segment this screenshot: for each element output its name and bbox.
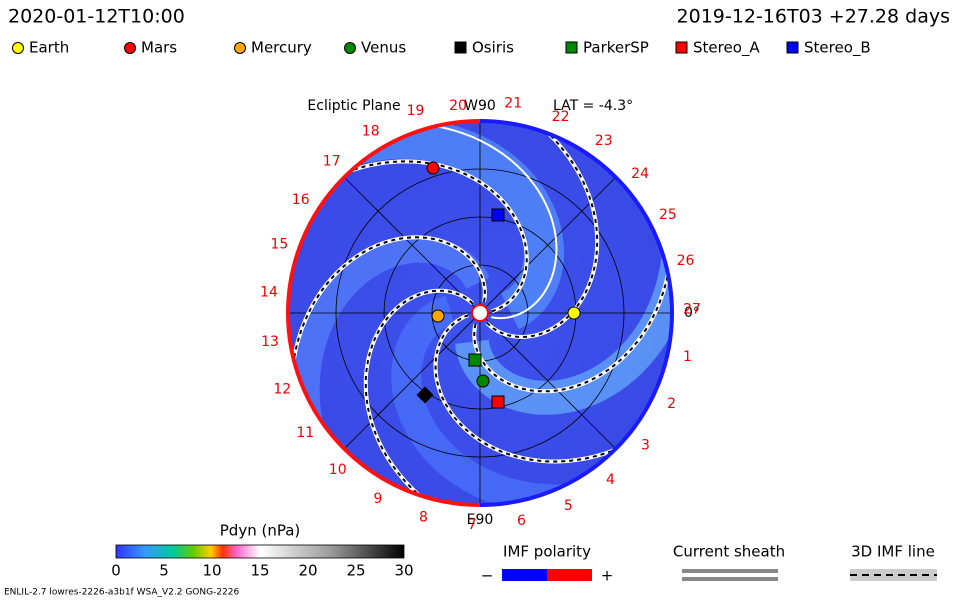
colorbar [115, 544, 405, 559]
sheath-title: Current sheath [673, 543, 785, 561]
carrington-extra: 20 [449, 98, 467, 114]
carrington-label: 23 [595, 133, 613, 149]
zero-label: 0° [684, 305, 700, 321]
colorbar-tick: 20 [298, 562, 317, 580]
legend-label: Mars [141, 39, 177, 57]
legend-label: Venus [361, 39, 406, 57]
plot-title: Ecliptic Plane [307, 98, 400, 114]
carrington-label: 16 [292, 192, 310, 208]
carrington-label: 7 [468, 517, 477, 533]
carrington-label: 15 [270, 236, 288, 252]
osiris [416, 386, 434, 404]
stereo-a [491, 395, 505, 409]
carrington-label: 17 [323, 154, 341, 170]
carrington-label: 1 [683, 349, 692, 365]
colorbar-tick: 30 [394, 562, 413, 580]
legend-marker [124, 42, 136, 54]
imf-title: IMF polarity [503, 543, 591, 561]
legend-label: Earth [29, 39, 69, 57]
colorbar-ticks: 0 5 10 15 20 25 30 [111, 562, 413, 580]
legend-marker [454, 41, 467, 54]
carrington-label: 12 [273, 382, 291, 398]
carrington-label: 4 [606, 472, 615, 488]
legend-label: ParkerSP [583, 39, 649, 57]
imf-pos-swatch [547, 569, 592, 581]
legend: Earth Mars Mercury Venus Osiris ParkerSP Stere… [12, 39, 871, 58]
footer: ENLIL-2.7 lowres-2226-a3b1f WSA_V2.2 GON… [4, 588, 240, 598]
imf-line-dash [290, 236, 486, 505]
legend-marker [786, 41, 799, 54]
legend-label: Stereo_A [693, 39, 760, 58]
imf-line-dash [366, 121, 599, 339]
carrington-label: 22 [552, 109, 570, 125]
rim-negative [286, 119, 481, 507]
imf-plus: + [601, 567, 614, 585]
lat-label: LAT = -4.3° [553, 98, 633, 114]
carrington-label: 9 [373, 491, 382, 507]
imf-line-title: 3D IMF line [851, 543, 935, 561]
legend-marker [675, 41, 688, 54]
imf-line-dash [364, 289, 603, 505]
carrington-label: 27 [683, 302, 701, 318]
sun [471, 304, 489, 322]
imf-minus: − [481, 567, 494, 585]
mercury [431, 309, 445, 323]
carrington-label: 13 [261, 334, 279, 350]
venus [476, 374, 490, 388]
carrington-label: 5 [564, 498, 573, 514]
colorbar-tick: 5 [159, 562, 169, 580]
parkersp [468, 353, 482, 367]
legend-marker [344, 42, 356, 54]
legend-marker [234, 42, 246, 54]
imf-line-dash [434, 307, 672, 463]
legend-marker [12, 42, 24, 54]
carrington-label: 21 [504, 96, 522, 112]
carrington-label: 2 [667, 396, 676, 412]
imf-line-dash [288, 160, 528, 313]
carrington-label: 24 [631, 166, 649, 182]
carrington-label: 10 [329, 462, 347, 478]
carrington-label: 6 [517, 513, 526, 529]
colorbar-tick: 15 [250, 562, 269, 580]
stereo-b [491, 208, 505, 222]
legend-label: Mercury [251, 39, 312, 57]
carrington-label: 3 [641, 438, 650, 454]
rim-positive [479, 119, 674, 507]
imf-line-dash [473, 121, 672, 393]
e90-label: E90 [467, 512, 494, 528]
imf-line-swatch [850, 569, 937, 581]
legend-marker [565, 41, 578, 54]
legend-label: Osiris [472, 39, 514, 57]
carrington-label: 8 [419, 509, 428, 525]
colorbar-tick: 0 [111, 562, 121, 580]
legend-label: Stereo_B [804, 39, 871, 58]
earth [567, 306, 581, 320]
mars [426, 161, 440, 175]
colorbar-title: Pdyn (nPa) [220, 522, 301, 540]
run-label: 2019-12-16T03 +27.28 days [677, 6, 950, 28]
colorbar-tick: 10 [202, 562, 221, 580]
sheath-swatch [682, 577, 778, 581]
carrington-label: 18 [362, 123, 380, 139]
carrington-label: 26 [677, 253, 695, 269]
carrington-label: 19 [407, 103, 425, 119]
time-label: 2020-01-12T10:00 [8, 6, 185, 28]
imf-neg-swatch [502, 569, 547, 581]
sheath-swatch [682, 569, 778, 573]
carrington-label: 25 [659, 207, 677, 223]
carrington-label: 11 [296, 425, 314, 441]
w90-label: W90 [464, 98, 496, 114]
carrington-label: 14 [260, 285, 278, 301]
colorbar-tick: 25 [346, 562, 365, 580]
